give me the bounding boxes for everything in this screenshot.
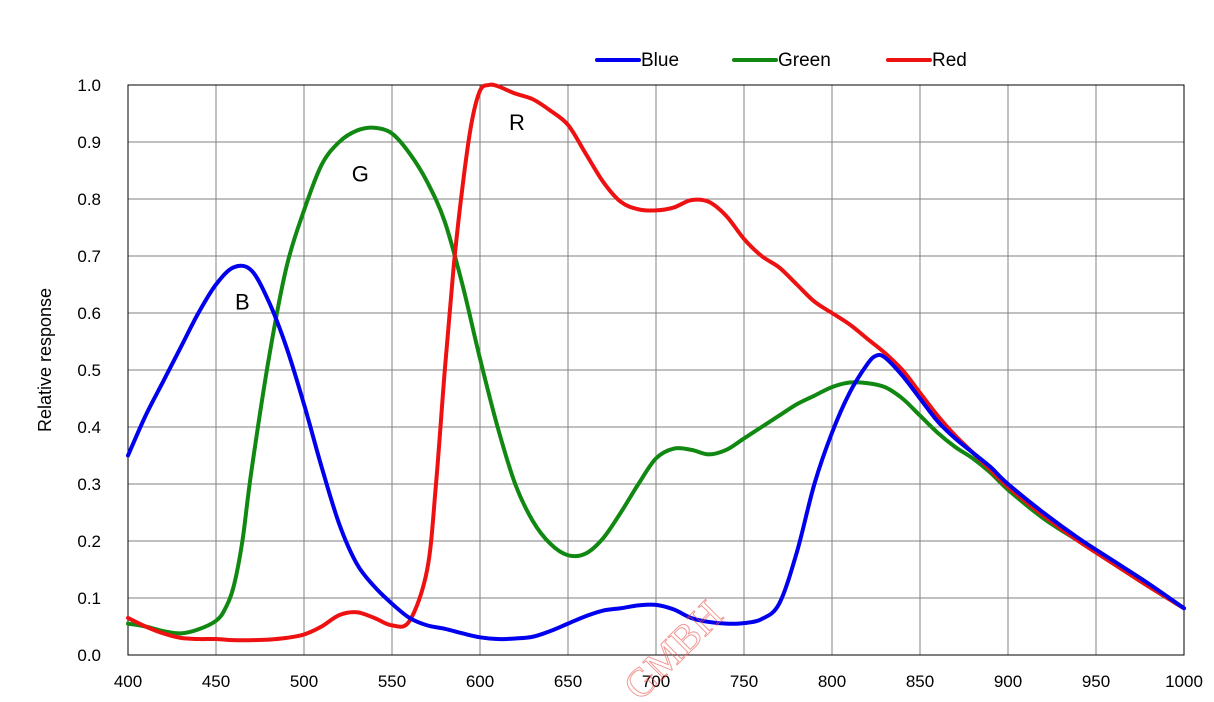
y-tick-label: 0.0 — [77, 646, 101, 665]
y-tick-label: 0.7 — [77, 247, 101, 266]
y-tick-label: 0.6 — [77, 304, 101, 323]
curve-label-g: G — [352, 161, 369, 186]
series-lines — [126, 82, 1186, 643]
plot-frame — [127, 84, 1185, 656]
y-tick-label: 0.8 — [77, 190, 101, 209]
legend-label-green: Green — [778, 50, 831, 71]
x-tick-label: 900 — [994, 672, 1022, 691]
y-tick-label: 0.1 — [77, 589, 101, 608]
y-tick-label: 0.3 — [77, 475, 101, 494]
grid-lines — [127, 84, 1185, 656]
y-tick-label: 1.0 — [77, 76, 101, 95]
y-tick-label: 0.4 — [77, 418, 101, 437]
x-tick-label: 400 — [114, 672, 142, 691]
series-line-green — [126, 125, 1186, 636]
x-tick-label: 1000 — [1165, 672, 1203, 691]
y-tick-label: 0.2 — [77, 532, 101, 551]
series-line-red — [126, 82, 1186, 643]
y-tick-labels: 0.0 0.1 0.2 0.3 0.4 0.5 0.6 0.7 0.8 0.9 1.0 — [77, 76, 101, 665]
legend: Blue Green Red — [595, 50, 967, 71]
y-axis-title: Relative response — [35, 288, 55, 432]
x-tick-label: 600 — [466, 672, 494, 691]
curve-label-b: B — [235, 290, 250, 315]
x-tick-label: 850 — [906, 672, 934, 691]
x-tick-label: 550 — [378, 672, 406, 691]
y-tick-label: 0.9 — [77, 133, 101, 152]
x-tick-label: 700 — [642, 672, 670, 691]
legend-label-red: Red — [932, 50, 967, 71]
x-tick-label: 500 — [290, 672, 318, 691]
legend-label-blue: Blue — [641, 50, 679, 71]
x-tick-label: 650 — [554, 672, 582, 691]
curve-label-r: R — [509, 110, 525, 135]
series-line-blue — [126, 263, 1186, 642]
x-tick-label: 950 — [1082, 672, 1110, 691]
y-tick-label: 0.5 — [77, 361, 101, 380]
x-tick-label: 450 — [202, 672, 230, 691]
x-tick-labels: 400 450 500 550 600 650 700 750 800 850 900 950 1000 — [114, 672, 1203, 691]
x-tick-label: 750 — [730, 672, 758, 691]
curve-labels: B G R — [235, 110, 525, 315]
x-tick-label: 800 — [818, 672, 846, 691]
